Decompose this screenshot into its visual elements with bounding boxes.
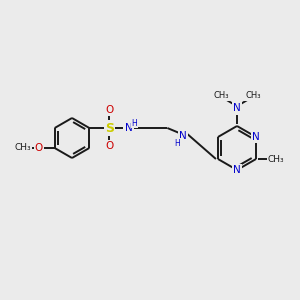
Text: N: N xyxy=(179,131,187,141)
Text: N: N xyxy=(233,165,241,175)
Text: S: S xyxy=(105,122,114,134)
Text: O: O xyxy=(105,105,113,115)
Text: N: N xyxy=(252,132,260,142)
Text: CH₃: CH₃ xyxy=(14,143,31,152)
Text: O: O xyxy=(34,143,43,153)
Text: N: N xyxy=(125,123,133,133)
Text: CH₃: CH₃ xyxy=(268,154,284,164)
Text: H: H xyxy=(131,118,137,127)
Text: N: N xyxy=(233,103,241,113)
Text: CH₃: CH₃ xyxy=(245,92,261,100)
Text: H: H xyxy=(174,139,180,148)
Text: CH₃: CH₃ xyxy=(213,92,229,100)
Text: O: O xyxy=(105,141,113,151)
